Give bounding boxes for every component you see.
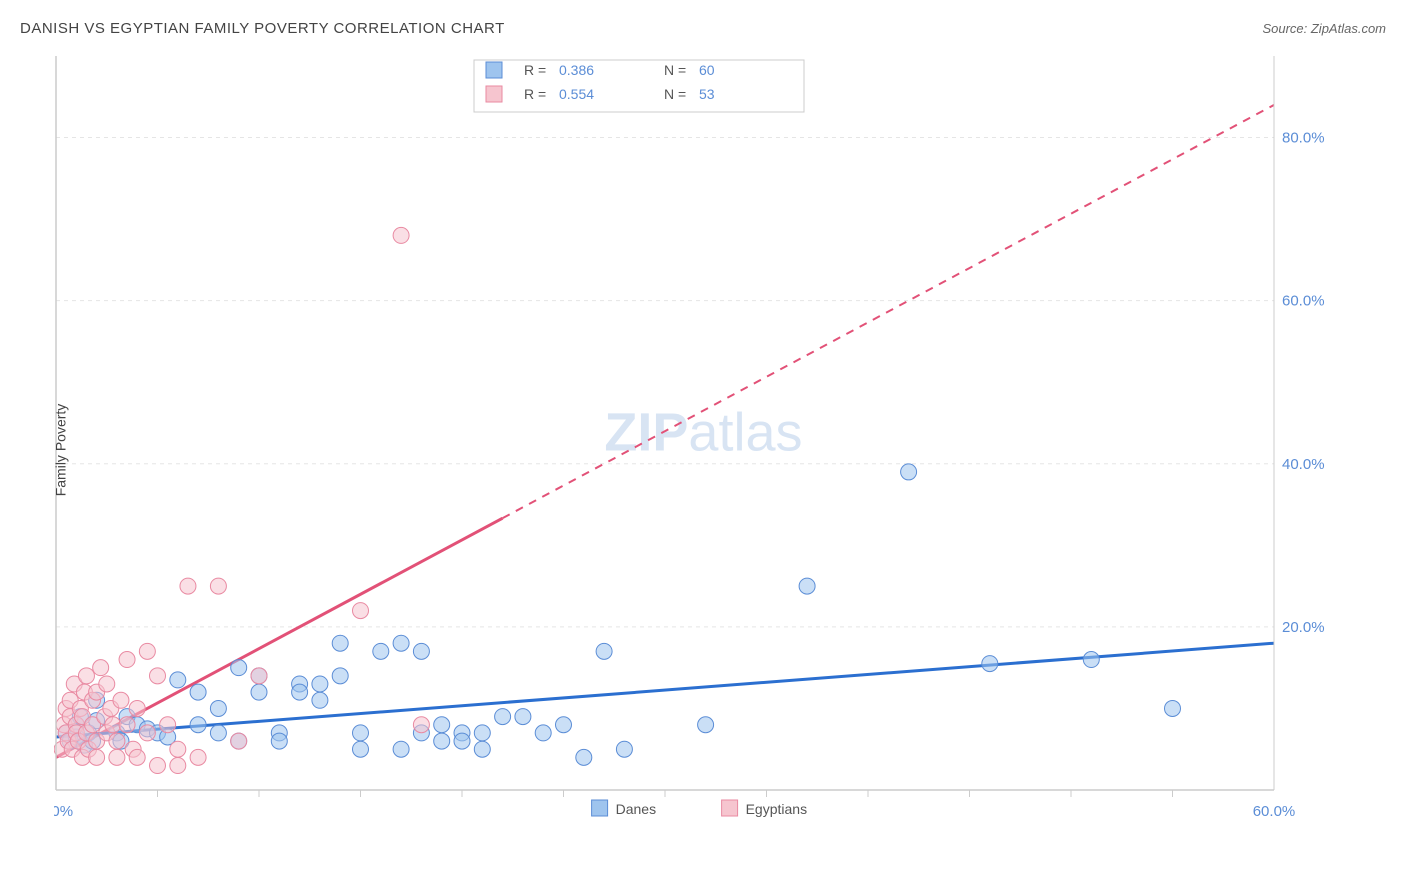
data-point bbox=[515, 709, 531, 725]
data-point bbox=[495, 709, 511, 725]
chart-area: Family Poverty 20.0%40.0%60.0%80.0%ZIPat… bbox=[54, 50, 1386, 850]
data-point bbox=[312, 692, 328, 708]
data-point bbox=[150, 758, 166, 774]
data-point bbox=[170, 672, 186, 688]
data-point bbox=[413, 643, 429, 659]
data-point bbox=[231, 733, 247, 749]
data-point bbox=[982, 656, 998, 672]
data-point bbox=[698, 717, 714, 733]
data-point bbox=[799, 578, 815, 594]
data-point bbox=[139, 643, 155, 659]
data-point bbox=[170, 758, 186, 774]
data-point bbox=[1083, 652, 1099, 668]
header: DANISH VS EGYPTIAN FAMILY POVERTY CORREL… bbox=[20, 20, 1386, 37]
legend-swatch bbox=[722, 800, 738, 816]
data-point bbox=[210, 578, 226, 594]
data-point bbox=[556, 717, 572, 733]
stat-value: 53 bbox=[699, 86, 715, 102]
data-point bbox=[231, 660, 247, 676]
data-point bbox=[129, 700, 145, 716]
xtick-label: 60.0% bbox=[1253, 803, 1296, 820]
data-point bbox=[139, 725, 155, 741]
ytick-label: 60.0% bbox=[1282, 293, 1325, 310]
data-point bbox=[474, 725, 490, 741]
data-point bbox=[393, 741, 409, 757]
ytick-label: 20.0% bbox=[1282, 619, 1325, 636]
data-point bbox=[535, 725, 551, 741]
data-point bbox=[353, 603, 369, 619]
data-point bbox=[454, 733, 470, 749]
stat-label: N = bbox=[664, 86, 686, 102]
trend-line-dashed bbox=[503, 105, 1274, 518]
data-point bbox=[1165, 700, 1181, 716]
data-point bbox=[353, 725, 369, 741]
data-point bbox=[109, 733, 125, 749]
data-point bbox=[413, 717, 429, 733]
data-point bbox=[129, 749, 145, 765]
stat-value: 0.554 bbox=[559, 86, 594, 102]
data-point bbox=[474, 741, 490, 757]
data-point bbox=[576, 749, 592, 765]
y-axis-label: Family Poverty bbox=[52, 404, 68, 497]
data-point bbox=[119, 717, 135, 733]
legend-swatch bbox=[486, 86, 502, 102]
data-point bbox=[210, 700, 226, 716]
stat-label: R = bbox=[524, 62, 546, 78]
stat-value: 0.386 bbox=[559, 62, 594, 78]
data-point bbox=[393, 227, 409, 243]
data-point bbox=[332, 668, 348, 684]
data-point bbox=[332, 635, 348, 651]
data-point bbox=[271, 733, 287, 749]
ytick-label: 80.0% bbox=[1282, 130, 1325, 147]
data-point bbox=[251, 684, 267, 700]
data-point bbox=[180, 578, 196, 594]
data-point bbox=[434, 733, 450, 749]
data-point bbox=[160, 717, 176, 733]
stat-label: N = bbox=[664, 62, 686, 78]
legend-label: Danes bbox=[616, 801, 656, 817]
data-point bbox=[596, 643, 612, 659]
data-point bbox=[901, 464, 917, 480]
data-point bbox=[190, 749, 206, 765]
legend-label: Egyptians bbox=[746, 801, 807, 817]
source-label: Source: ZipAtlas.com bbox=[1262, 21, 1386, 36]
data-point bbox=[251, 668, 267, 684]
data-point bbox=[105, 717, 121, 733]
data-point bbox=[373, 643, 389, 659]
stat-label: R = bbox=[524, 86, 546, 102]
legend-swatch bbox=[486, 62, 502, 78]
chart-title: DANISH VS EGYPTIAN FAMILY POVERTY CORREL… bbox=[20, 20, 505, 37]
legend-swatch bbox=[592, 800, 608, 816]
data-point bbox=[113, 692, 129, 708]
data-point bbox=[393, 635, 409, 651]
data-point bbox=[170, 741, 186, 757]
scatter-plot: 20.0%40.0%60.0%80.0%ZIPatlas0.0%60.0%R =… bbox=[54, 50, 1334, 870]
data-point bbox=[119, 652, 135, 668]
data-point bbox=[78, 668, 94, 684]
data-point bbox=[292, 684, 308, 700]
data-point bbox=[89, 749, 105, 765]
data-point bbox=[616, 741, 632, 757]
ytick-label: 40.0% bbox=[1282, 456, 1325, 473]
data-point bbox=[190, 684, 206, 700]
data-point bbox=[99, 676, 115, 692]
data-point bbox=[109, 749, 125, 765]
data-point bbox=[210, 725, 226, 741]
data-point bbox=[312, 676, 328, 692]
xtick-label: 0.0% bbox=[54, 803, 73, 820]
data-point bbox=[434, 717, 450, 733]
data-point bbox=[190, 717, 206, 733]
stat-value: 60 bbox=[699, 62, 715, 78]
data-point bbox=[93, 660, 109, 676]
data-point bbox=[353, 741, 369, 757]
data-point bbox=[150, 668, 166, 684]
